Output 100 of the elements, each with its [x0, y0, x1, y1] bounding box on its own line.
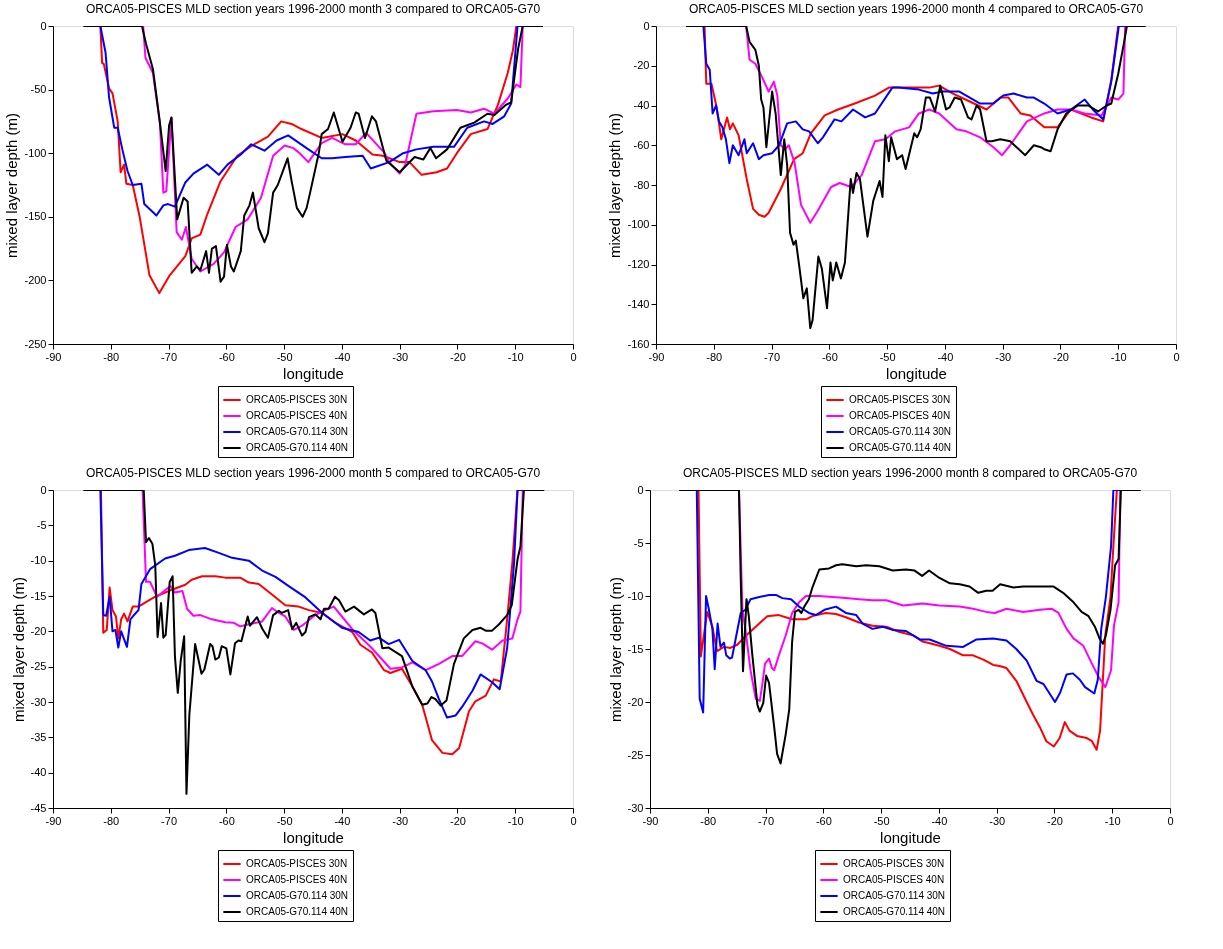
x-tick-label: -50 — [276, 350, 293, 363]
y-tick-label: -60 — [633, 138, 650, 151]
x-tick-label: -20 — [449, 814, 466, 827]
x-tick-label: -10 — [1104, 814, 1121, 827]
y-tick-label: -25 — [30, 660, 47, 673]
x-tick-label: -50 — [879, 350, 896, 363]
legend-label: ORCA05-PISCES 40N — [246, 874, 348, 885]
y-tick-label: -100 — [627, 218, 650, 231]
x-tick-label: -90 — [648, 350, 665, 363]
x-tick-label: -70 — [161, 350, 178, 363]
x-tick-label: -20 — [1052, 350, 1069, 363]
x-tick-label: 0 — [1167, 814, 1174, 827]
chart-title: ORCA05-PISCES MLD section years 1996-2000 month 8 compared to ORCA05-G70 — [682, 466, 1138, 480]
x-tick-label: -80 — [103, 350, 120, 363]
x-axis-title: longitude — [886, 364, 947, 382]
y-tick-label: -30 — [627, 801, 644, 814]
x-tick-label: -40 — [931, 814, 948, 827]
y-tick-label: -5 — [36, 518, 47, 531]
x-tick-label: -90 — [45, 814, 62, 827]
legend-label: ORCA05-PISCES 30N — [849, 394, 951, 405]
legend-label: ORCA05-G70.114 40N — [843, 906, 946, 917]
y-tick-label: -30 — [30, 695, 47, 708]
x-tick-label: -80 — [103, 814, 120, 827]
y-tick-label: -40 — [633, 99, 650, 111]
y-tick-label: -25 — [627, 748, 644, 761]
x-tick-label: -30 — [989, 814, 1006, 827]
legend-label: ORCA05-G70.114 30N — [843, 890, 946, 901]
y-tick-label: -10 — [627, 589, 644, 602]
legend-label: ORCA05-G70.114 40N — [849, 442, 952, 453]
y-tick-label: 0 — [40, 483, 47, 496]
y-tick-label: -15 — [627, 642, 644, 655]
x-tick-label: 0 — [570, 350, 577, 363]
y-tick-label: -5 — [633, 536, 644, 549]
x-tick-label: -70 — [161, 814, 178, 827]
legend-label: ORCA05-PISCES 30N — [843, 858, 945, 869]
y-tick-label: -15 — [30, 589, 47, 602]
y-tick-label: 0 — [643, 19, 650, 32]
x-axis-title: longitude — [283, 364, 344, 382]
x-tick-label: -30 — [392, 350, 409, 363]
legend-label: ORCA05-PISCES 40N — [849, 410, 951, 421]
x-tick-label: -40 — [334, 350, 351, 363]
y-tick-label: -100 — [24, 146, 47, 159]
x-tick-label: -70 — [764, 350, 781, 363]
legend-label: ORCA05-G70.114 40N — [246, 442, 349, 453]
y-tick-label: -20 — [627, 695, 644, 708]
y-axis-title: mixed layer depth (m) — [606, 576, 624, 723]
legend-label: ORCA05-G70.114 30N — [246, 890, 349, 901]
x-axis-title: longitude — [880, 828, 941, 846]
x-tick-label: -50 — [873, 814, 890, 827]
y-tick-label: -20 — [30, 624, 47, 637]
x-tick-label: -70 — [758, 814, 775, 827]
y-axis-title: mixed layer depth (m) — [3, 112, 21, 259]
legend-label: ORCA05-PISCES 40N — [246, 410, 348, 421]
legend-label: ORCA05-G70.114 40N — [246, 906, 349, 917]
x-tick-label: 0 — [570, 814, 577, 827]
x-tick-label: -80 — [706, 350, 723, 363]
chart-title: ORCA05-PISCES MLD section years 1996-2000 month 3 compared to ORCA05-G70 — [85, 2, 541, 16]
x-tick-label: -40 — [937, 350, 954, 363]
y-tick-label: -150 — [24, 210, 47, 223]
x-tick-label: -50 — [276, 814, 293, 827]
x-tick-label: -60 — [218, 350, 235, 363]
legend-label: ORCA05-G70.114 30N — [246, 426, 349, 437]
y-tick-label: -140 — [627, 297, 650, 310]
y-tick-label: -120 — [627, 258, 650, 270]
legend-label: ORCA05-G70.114 30N — [849, 426, 952, 437]
x-tick-label: -10 — [507, 814, 524, 827]
chart-title: ORCA05-PISCES MLD section years 1996-2000 month 5 compared to ORCA05-G70 — [85, 466, 541, 480]
y-axis-title: mixed layer depth (m) — [9, 576, 27, 723]
y-tick-label: -10 — [30, 554, 47, 567]
x-axis-title: longitude — [283, 828, 344, 846]
x-tick-label: -20 — [449, 350, 466, 363]
x-tick-label: -80 — [700, 814, 717, 827]
x-tick-label: -90 — [642, 814, 659, 827]
x-tick-label: -40 — [334, 814, 351, 827]
x-tick-label: -90 — [45, 350, 62, 363]
x-tick-label: -60 — [821, 350, 838, 363]
y-tick-label: -45 — [30, 801, 47, 814]
x-tick-label: -10 — [1110, 350, 1127, 363]
legend-label: ORCA05-PISCES 30N — [246, 394, 348, 405]
y-tick-label: 0 — [637, 483, 644, 496]
y-tick-label: -80 — [633, 178, 650, 191]
x-tick-label: -10 — [507, 350, 524, 363]
x-tick-label: -60 — [815, 814, 832, 827]
legend-label: ORCA05-PISCES 40N — [843, 874, 945, 885]
chart-title: ORCA05-PISCES MLD section years 1996-2000 month 4 compared to ORCA05-G70 — [688, 2, 1144, 16]
y-tick-label: -35 — [30, 730, 47, 743]
x-tick-label: -60 — [218, 814, 235, 827]
y-axis-title: mixed layer depth (m) — [606, 112, 624, 259]
y-tick-label: -200 — [24, 273, 47, 286]
y-tick-label: -160 — [627, 337, 650, 350]
y-tick-label: 0 — [40, 19, 47, 32]
x-tick-label: 0 — [1173, 350, 1180, 363]
y-tick-label: -20 — [633, 59, 650, 72]
y-tick-label: -50 — [30, 83, 47, 96]
x-tick-label: -20 — [1046, 814, 1063, 827]
legend-label: ORCA05-PISCES 30N — [246, 858, 348, 869]
y-tick-label: -250 — [24, 337, 47, 350]
x-tick-label: -30 — [392, 814, 409, 827]
y-tick-label: -40 — [30, 766, 47, 779]
line-series — [685, 26, 1147, 330]
